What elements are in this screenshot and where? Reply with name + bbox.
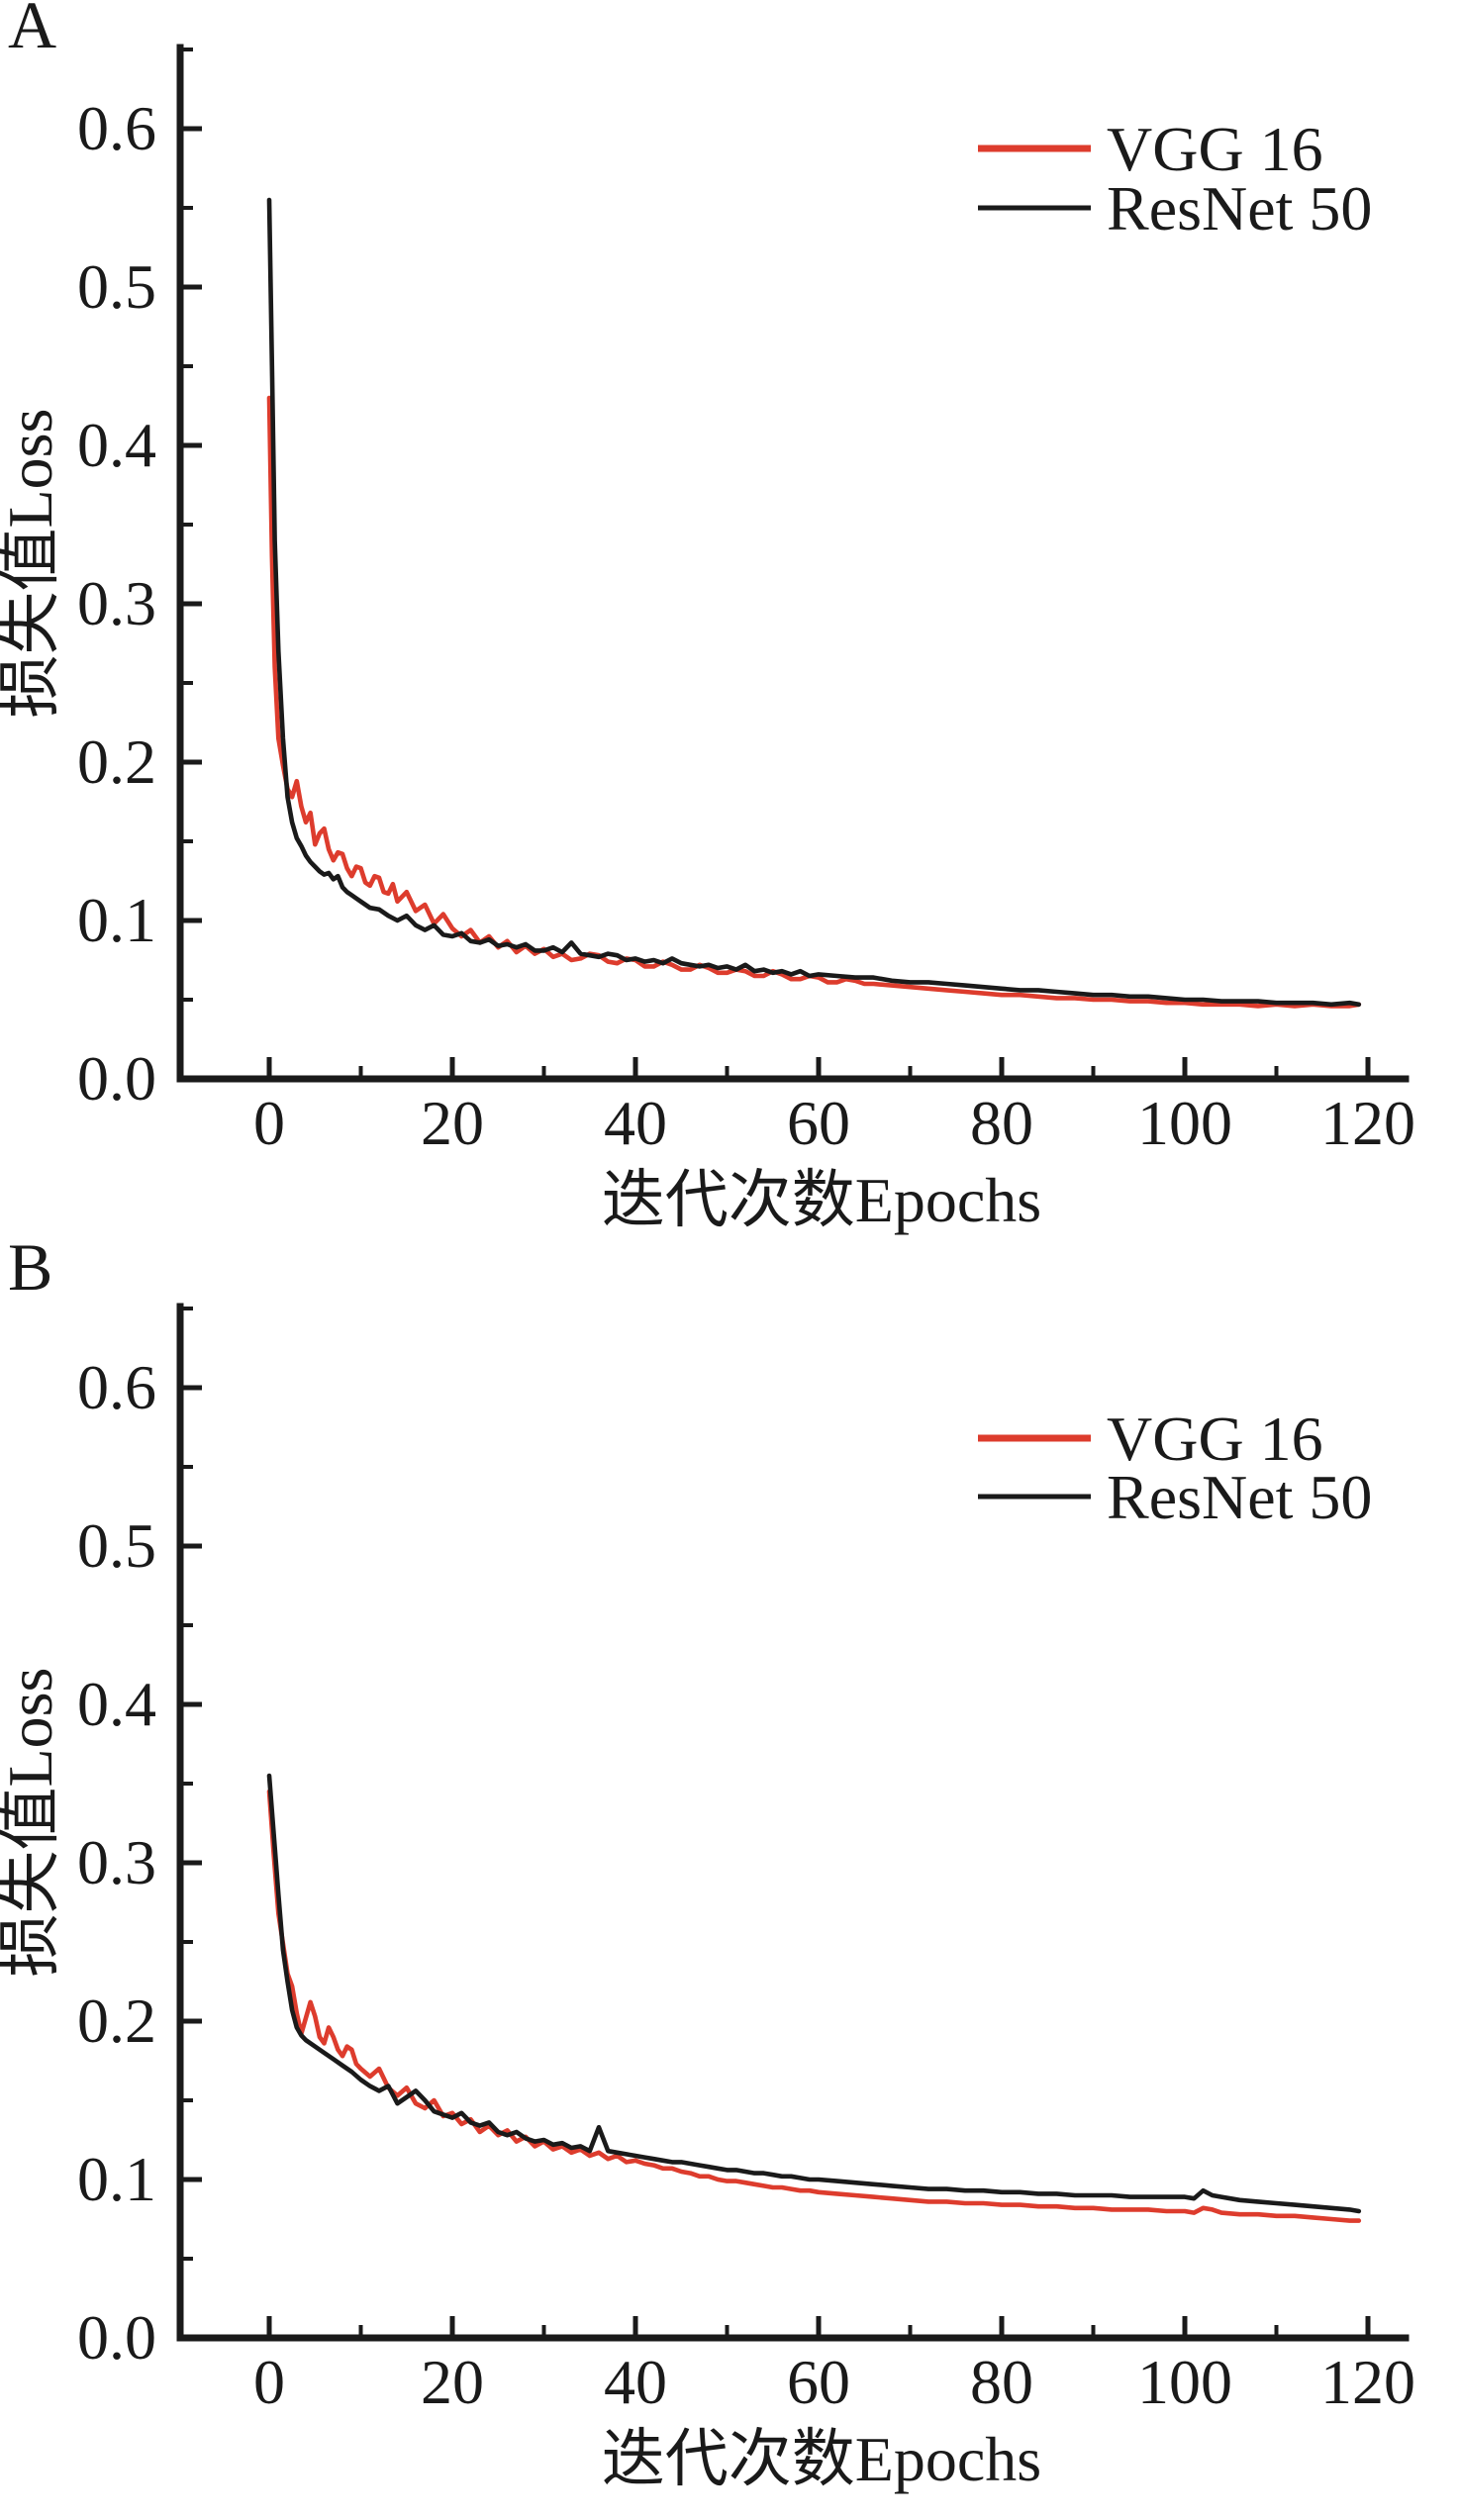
panel-b: B 0.0 0.1 0.2 0.3 0.4 0.5 0.6 0 20 40 60 80 100 120 损…: [0, 1229, 1415, 2494]
y-tick-label: 0.6: [77, 1352, 156, 1422]
x-tick-label: 0: [253, 2347, 285, 2417]
x-tick-label: 120: [1320, 2347, 1415, 2417]
panel-letter-a: A: [8, 0, 56, 62]
y-tick-label: 0.4: [77, 410, 156, 480]
tick-labels: 0.0 0.1 0.2 0.3 0.4 0.5 0.6 0 20 40 60 80 100 120: [77, 93, 1415, 1158]
resnet50-series-line: [266, 197, 1362, 1008]
panel-a: A 0.0 0.1 0.2 0.3 0.4 0.5 0.6 0 20 40 60 80 100 120 损…: [0, 0, 1415, 1235]
y-tick-label: 0.0: [77, 1043, 156, 1114]
x-tick-label: 80: [970, 1088, 1033, 1158]
vgg16-series-line: [266, 1789, 1362, 2223]
vgg16-series-line: [266, 395, 1362, 1009]
legend-label-vgg16: VGG 16: [1107, 1404, 1323, 1474]
y-tick-label: 0.3: [77, 1827, 156, 1897]
ticks: [180, 1307, 1371, 2341]
y-tick-label: 0.1: [77, 885, 156, 955]
x-axis-title: 迭代次数Epochs: [602, 1165, 1041, 1235]
x-tick-label: 100: [1137, 2347, 1232, 2417]
x-tick-label: 20: [421, 1088, 484, 1158]
tick-labels: 0.0 0.1 0.2 0.3 0.4 0.5 0.6 0 20 40 60 80 100 120: [77, 1352, 1415, 2417]
y-tick-label: 0.1: [77, 2144, 156, 2214]
x-tick-label: 80: [970, 2347, 1033, 2417]
y-tick-label: 0.0: [77, 2302, 156, 2373]
x-tick-label: 120: [1320, 1088, 1415, 1158]
x-tick-label: 60: [787, 2347, 850, 2417]
y-tick-label: 0.5: [77, 251, 156, 322]
y-axis-title: 损失值Loss: [0, 1668, 65, 1978]
legend: VGG 16 ResNet 50: [978, 1404, 1372, 1532]
y-axis-title: 损失值Loss: [0, 409, 65, 719]
ticks: [180, 48, 1371, 1082]
x-tick-label: 40: [604, 1088, 667, 1158]
legend: VGG 16 ResNet 50: [978, 114, 1372, 243]
y-tick-label: 0.6: [77, 93, 156, 163]
x-axis-title: 迭代次数Epochs: [602, 2424, 1041, 2494]
x-tick-label: 40: [604, 2347, 667, 2417]
x-tick-label: 20: [421, 2347, 484, 2417]
y-tick-label: 0.5: [77, 1510, 156, 1581]
y-tick-label: 0.2: [77, 1986, 156, 2056]
x-tick-label: 100: [1137, 1088, 1232, 1158]
y-tick-label: 0.3: [77, 568, 156, 638]
y-tick-label: 0.2: [77, 727, 156, 797]
x-tick-label: 60: [787, 1088, 850, 1158]
x-tick-label: 0: [253, 1088, 285, 1158]
legend-label-vgg16: VGG 16: [1107, 114, 1323, 184]
legend-label-resnet50: ResNet 50: [1107, 1462, 1372, 1532]
legend-label-resnet50: ResNet 50: [1107, 173, 1372, 243]
panel-letter-b: B: [8, 1229, 52, 1305]
y-tick-label: 0.4: [77, 1669, 156, 1739]
resnet50-series-line: [266, 1773, 1362, 2214]
